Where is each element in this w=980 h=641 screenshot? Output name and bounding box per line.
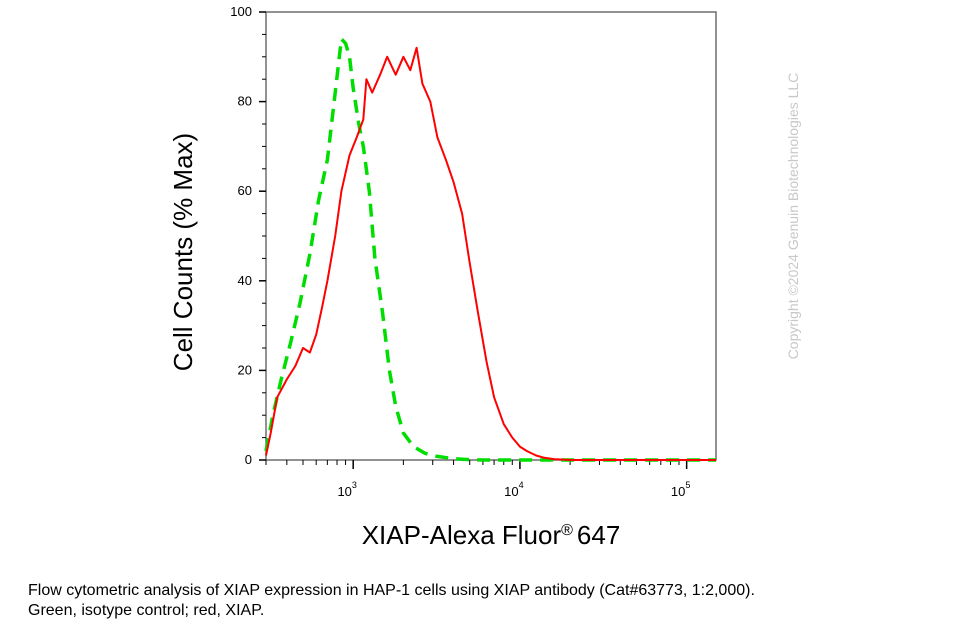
y-tick-label: 60 [238,183,252,198]
y-axis-title: Cell Counts (% Max) [168,133,198,371]
y-tick-label: 20 [238,362,252,377]
x-axis-title-registered: ® [561,522,573,539]
x-axis-title: XIAP-Alexa Fluor® 647 [362,520,621,550]
flow-histogram-chart: Cell Counts (% Max) XIAP-Alexa Fluor® 647… [168,4,801,550]
caption-line-1: Flow cytometric analysis of XIAP express… [28,582,755,599]
y-tick-label: 100 [230,4,252,19]
y-tick-label: 80 [238,94,252,109]
series-line-xiap-red [265,46,716,461]
figure-caption: Flow cytometric analysis of XIAP express… [28,581,973,621]
copyright-watermark: Copyright ©2024 Genuin Biotechnologies L… [785,73,801,360]
plot-frame [265,11,717,461]
y-tick-label: 0 [245,452,252,467]
caption-line-2: Green, isotype control; red, XIAP. [28,602,265,619]
y-tick-label: 40 [238,273,252,288]
x-tick-label: 105 [671,480,690,499]
x-tick-label: 104 [504,480,523,499]
series-line-isotype-green [264,37,716,462]
x-axis-title-tail: 647 [577,520,620,550]
x-tick-label: 103 [337,480,356,499]
x-axis-title-main: XIAP-Alexa Fluor [362,520,562,550]
